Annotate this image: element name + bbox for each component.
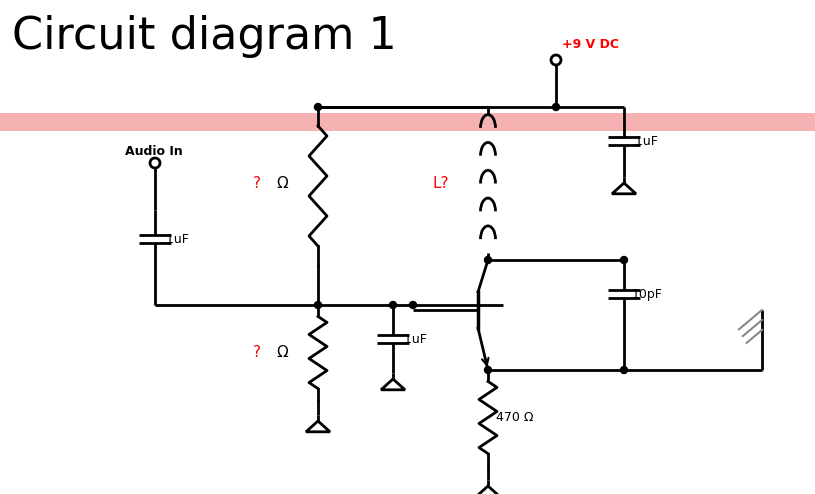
Polygon shape [476,486,500,494]
Text: +9 V DC: +9 V DC [562,38,619,51]
Text: Circuit diagram 1: Circuit diagram 1 [12,15,397,58]
Text: .1uF: .1uF [163,233,190,246]
Text: ?: ? [253,345,261,360]
Circle shape [390,301,397,308]
Text: ?: ? [253,175,261,191]
Text: Ω: Ω [276,175,288,191]
Text: .1uF: .1uF [632,134,659,148]
Circle shape [315,301,321,308]
Circle shape [620,256,628,263]
Circle shape [484,367,491,373]
Text: Audio In: Audio In [125,145,183,158]
Text: Ω: Ω [276,345,288,360]
Polygon shape [612,183,636,194]
Circle shape [553,104,560,111]
Text: 10pF: 10pF [632,288,663,300]
Text: 470 Ω: 470 Ω [496,411,534,424]
Text: L?: L? [433,176,450,191]
Text: .1uF: .1uF [401,332,428,345]
Circle shape [620,367,628,373]
Bar [0,113,815,131]
Circle shape [484,256,491,263]
Polygon shape [381,379,405,390]
Polygon shape [306,421,330,432]
Circle shape [315,104,321,111]
Circle shape [409,301,416,308]
